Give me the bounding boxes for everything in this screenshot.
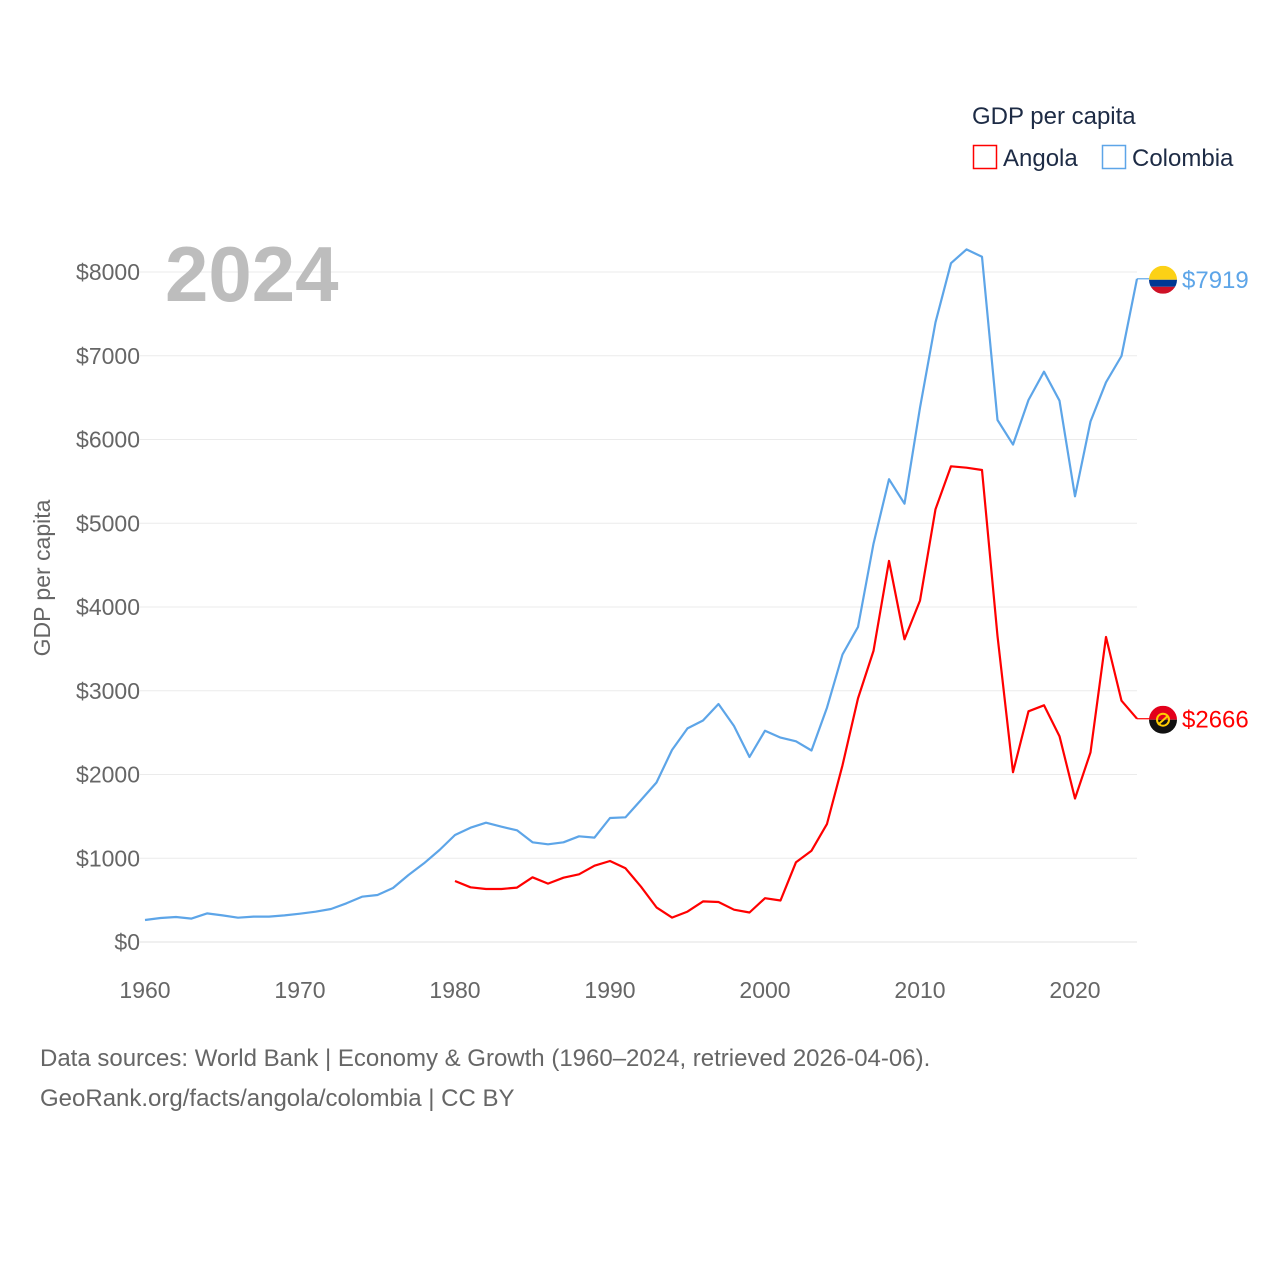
legend-item-angola[interactable]: Angola xyxy=(972,144,1079,172)
x-tick-label: 1980 xyxy=(429,977,480,1003)
x-tick-label: 1970 xyxy=(274,977,325,1003)
gridlines xyxy=(140,271,1137,943)
x-tick-label: 2010 xyxy=(894,977,945,1003)
end-value-colombia: $7919 xyxy=(1182,267,1249,294)
legend-item-colombia[interactable]: Colombia xyxy=(1101,144,1235,172)
colombia-flag-icon xyxy=(1149,265,1177,294)
y-tick-label: $5000 xyxy=(76,510,140,536)
legend-label-angola: Angola xyxy=(1003,145,1078,172)
footer-attribution[interactable]: GeoRank.org/facts/angola/colombia | CC B… xyxy=(40,1085,515,1112)
y-tick-label: $2000 xyxy=(76,762,140,788)
legend-label-colombia: Colombia xyxy=(1132,145,1234,172)
y-tick-label: $4000 xyxy=(76,594,140,620)
x-tick-label: 2000 xyxy=(739,977,790,1003)
footer-sources: Data sources: World Bank | Economy & Gro… xyxy=(40,1045,931,1072)
y-axis-ticks: $0 $1000 $2000 $3000 $4000 $5000 $6000 $7000 $80… xyxy=(76,259,140,955)
angola-flag-icon xyxy=(1149,705,1177,734)
series-line-angola[interactable] xyxy=(454,465,1138,919)
legend-title: GDP per capita xyxy=(972,103,1136,130)
x-tick-label: 1990 xyxy=(584,977,635,1003)
end-value-angola: $2666 xyxy=(1182,707,1249,734)
x-tick-label: 2020 xyxy=(1049,977,1100,1003)
y-tick-label: $0 xyxy=(114,929,140,955)
legend-swatch-colombia xyxy=(1101,144,1127,170)
y-tick-label: $1000 xyxy=(76,845,140,871)
y-tick-label: $3000 xyxy=(76,678,140,704)
year-title: 2024 xyxy=(165,230,339,318)
end-labels: $2666 $7919 xyxy=(1137,265,1249,734)
y-axis-label: GDP per capita xyxy=(29,499,55,656)
y-tick-label: $7000 xyxy=(76,343,140,369)
x-axis-ticks: 1960 1970 1980 1990 2000 2010 2020 xyxy=(119,977,1100,1003)
legend-swatch-angola xyxy=(972,144,998,170)
series-lines xyxy=(144,248,1139,922)
series-line-colombia[interactable] xyxy=(144,248,1139,922)
y-tick-label: $8000 xyxy=(76,259,140,285)
y-tick-label: $6000 xyxy=(76,427,140,453)
x-tick-label: 1960 xyxy=(119,977,170,1003)
